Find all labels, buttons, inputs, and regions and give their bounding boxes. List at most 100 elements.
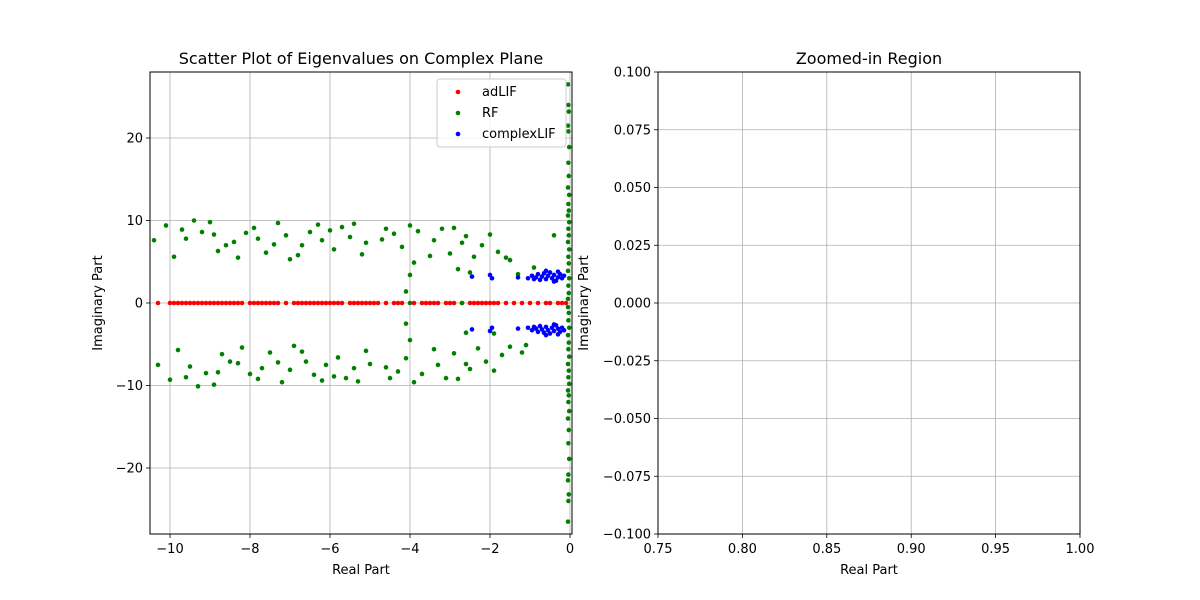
zoom-y-tick-label: −0.075 [603, 470, 651, 485]
data-point-rf [291, 343, 297, 349]
zoom-x-tick-label: 0.75 [644, 542, 673, 557]
data-point-rf [566, 173, 572, 179]
data-point-adlif [199, 300, 205, 306]
data-point-rf [566, 368, 572, 373]
data-point-rf [491, 368, 497, 373]
data-point-rf [387, 375, 393, 381]
data-point-rf [363, 348, 369, 354]
data-point-complexlif [545, 327, 551, 333]
data-point-adlif [315, 300, 321, 306]
data-point-rf [431, 346, 437, 352]
zoom-y-tick-label: 0.025 [614, 239, 651, 254]
data-point-rf [566, 440, 571, 446]
data-point-rf [435, 362, 441, 368]
data-point-rf [363, 240, 369, 246]
data-point-rf [299, 242, 305, 248]
data-point-rf [231, 239, 237, 245]
data-point-rf [459, 240, 465, 246]
data-point-adlif [283, 300, 289, 306]
data-point-rf [566, 254, 571, 260]
data-point-complexlif [525, 275, 531, 281]
data-point-rf [187, 364, 193, 369]
data-point-rf [551, 233, 557, 238]
zoom-ticks: 0.75 0.80 0.85 0.90 0.95 1.00 −0.100 −0.075 −0.0… [603, 66, 1095, 558]
data-point-adlif [559, 300, 565, 306]
data-point-rf [565, 478, 571, 483]
data-point-adlif [447, 300, 453, 306]
data-point-rf [403, 289, 409, 294]
data-point-rf [565, 519, 571, 524]
data-point-complexlif [525, 325, 531, 331]
data-point-rf [255, 236, 261, 241]
data-point-adlif [359, 300, 365, 306]
data-point-complexlif [549, 325, 555, 331]
data-point-rf [411, 379, 417, 385]
data-point-adlif [347, 300, 353, 306]
data-point-rf [359, 252, 365, 257]
data-point-rf [431, 238, 437, 243]
data-point-rf [566, 408, 572, 414]
data-point-rf [167, 377, 173, 383]
data-point-rf [207, 219, 213, 225]
data-point-adlif [363, 300, 369, 306]
data-point-adlif [171, 300, 177, 306]
data-point-rf [223, 242, 229, 248]
data-point-rf [451, 351, 457, 356]
data-point-adlif [339, 300, 345, 306]
data-point-adlif [495, 300, 501, 306]
data-point-rf [395, 369, 401, 374]
data-point-adlif [411, 300, 417, 306]
data-point-rf [339, 224, 345, 230]
data-point-rf [411, 260, 417, 265]
data-point-complexlif [529, 327, 535, 333]
data-point-rf [566, 129, 571, 134]
data-point-adlif [211, 300, 217, 306]
data-point-rf [565, 388, 571, 393]
data-point-rf [191, 218, 197, 223]
data-point-complexlif [487, 328, 493, 334]
data-point-adlif [247, 300, 253, 306]
data-point-adlif [431, 300, 437, 306]
data-point-rf [195, 384, 201, 389]
data-point-rf [463, 330, 469, 336]
main-x-tick-label: 0 [566, 542, 574, 557]
data-point-rf [491, 331, 497, 336]
data-point-rf [323, 362, 329, 368]
data-point-complexlif [543, 332, 549, 338]
data-point-rf [295, 252, 301, 258]
data-point-rf [407, 300, 413, 306]
data-point-adlif [355, 300, 361, 306]
data-point-rf [566, 325, 572, 331]
data-point-complexlif [543, 276, 549, 282]
data-point-adlif [543, 300, 549, 306]
data-point-complexlif [533, 326, 539, 331]
data-point-rf [503, 255, 509, 260]
data-point-adlif [427, 300, 433, 306]
main-x-tick-label: −8 [240, 542, 259, 557]
data-point-rf [566, 393, 572, 398]
data-point-rf [443, 375, 449, 381]
data-point-adlif [391, 300, 397, 306]
data-point-complexlif [469, 274, 475, 279]
data-point-adlif [215, 300, 221, 306]
data-point-rf [227, 359, 233, 364]
data-point-rf [455, 266, 461, 272]
legend-label-rf: RF [482, 106, 499, 121]
data-point-complexlif [551, 272, 557, 278]
data-point-rf [566, 247, 572, 252]
data-point-rf [347, 234, 353, 240]
data-point-rf [311, 372, 317, 378]
data-point-rf [303, 359, 309, 364]
data-point-rf [475, 346, 481, 351]
data-point-rf [487, 232, 493, 237]
data-point-adlif [331, 300, 337, 306]
data-point-rf [331, 247, 337, 252]
data-point-rf [407, 223, 413, 228]
main-x-tick-label: −4 [400, 542, 419, 557]
data-point-rf [263, 250, 269, 255]
data-point-complexlif [529, 273, 535, 279]
data-point-complexlif [537, 323, 543, 329]
data-point-rf [211, 382, 217, 387]
data-point-adlif [275, 300, 281, 306]
